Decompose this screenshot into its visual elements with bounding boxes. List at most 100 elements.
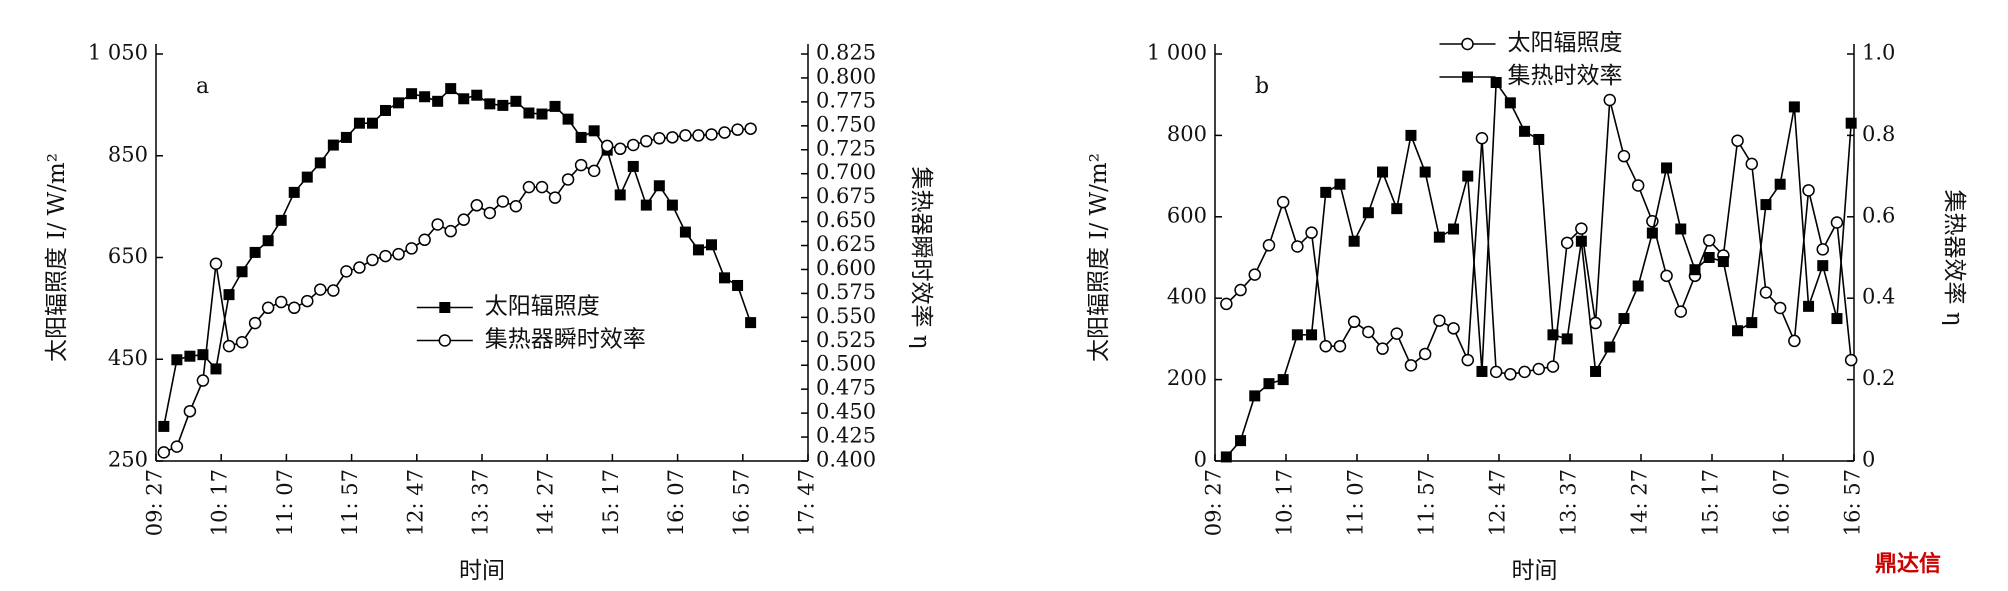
marker-square [1348,235,1360,247]
marker-square [1377,166,1389,178]
marker-square [288,186,300,198]
marker-circle [587,164,601,178]
marker-circle [1830,216,1844,229]
marker-square [458,93,470,105]
y2-tick-label: 0.525 [816,328,876,352]
marker-circle [1603,93,1617,107]
marker-circle [483,206,497,220]
marker-square [1235,435,1247,447]
legend-label: 太阳辐照度 [1508,30,1623,56]
y2-tick-label: 0.700 [816,160,876,184]
marker-square [158,420,170,432]
marker-square [1632,280,1644,292]
marker-circle [431,218,444,231]
marker-circle [261,301,275,315]
marker-circle [653,132,666,145]
marker-circle [1362,325,1375,339]
marker-square [445,83,457,95]
y-axis-title: 太阳辐照度 I/ W/m² [44,153,70,362]
marker-square [1419,166,1431,178]
marker-square [393,97,405,109]
marker-circle [496,195,510,208]
marker-circle [692,129,705,142]
marker-square [184,350,196,362]
marker-circle [640,134,653,148]
marker-square [210,363,222,375]
marker-circle [274,295,288,309]
marker-square [1504,97,1516,109]
marker-square [549,100,561,112]
marker-circle [666,131,679,144]
y-tick-label: 1 000 [1147,41,1207,65]
marker-square [1717,256,1729,268]
y2-tick-label: 0.825 [816,41,876,65]
y2-tick-label: 0.550 [816,304,876,328]
marker-circle [1702,234,1716,247]
x-tick-label: 13: 37 [469,469,493,536]
marker-square [523,107,535,119]
marker-square [484,98,496,110]
marker-square [353,117,365,129]
y2-tick-label: 0.400 [816,448,876,472]
marker-circle [170,440,184,453]
marker-circle [183,404,197,418]
marker-square [732,279,744,291]
marker-circle [444,224,457,238]
y2-tick-label: 0.2 [1862,366,1895,390]
marker-square [1334,178,1346,190]
marker-square [1462,170,1474,182]
marker-circle [548,191,562,204]
y2-tick-label: 0.775 [816,88,876,112]
marker-circle [1844,353,1858,367]
marker-circle [1276,195,1290,209]
x-tick-label: 12: 47 [403,469,427,536]
marker-square [614,189,626,201]
marker-circle [1461,353,1475,367]
y2-tick-label: 0.750 [816,112,876,136]
legend-marker [1461,37,1474,51]
x-tick-label: 14: 27 [534,469,558,536]
marker-square [366,117,378,129]
marker-square [706,239,718,251]
marker-square [223,289,235,301]
marker-circle [366,253,379,267]
y2-tick-label: 0.425 [816,424,876,448]
marker-square [301,171,313,183]
marker-square [419,91,431,103]
y-tick-label: 650 [108,244,148,268]
marker-square [510,95,522,107]
marker-circle [379,249,392,263]
marker-square [1590,365,1602,377]
x-tick-label: 16: 57 [729,469,753,536]
marker-square [627,160,639,172]
legend-label: 集热时效率 [1508,63,1623,89]
marker-square [497,99,509,111]
marker-square [471,89,483,101]
marker-circle [209,257,223,270]
marker-circle [1532,362,1546,376]
marker-circle [235,336,249,349]
marker-circle [1262,239,1276,252]
marker-circle [561,173,575,186]
y2-tick-label: 0.725 [816,136,876,160]
x-tick-label: 15: 17 [599,469,623,536]
y-tick-label: 600 [1167,203,1207,227]
y-axis-title: 太阳辐照度 I/ W/m² [1086,153,1112,362]
marker-square [1433,231,1445,243]
marker-circle [1660,269,1673,283]
marker-square [588,125,600,137]
marker-circle [1560,236,1574,250]
x-tick-label: 10: 17 [208,469,232,536]
marker-circle [1731,134,1744,147]
y-tick-label: 800 [1167,122,1207,146]
marker-circle [1816,243,1830,256]
marker-square [275,214,287,226]
y2-tick-label: 0.475 [816,376,876,400]
marker-square [380,104,392,116]
marker-square [406,88,418,100]
y-tick-label: 0 [1194,448,1207,472]
marker-circle [353,261,366,274]
x-tick-label: 09: 27 [143,469,167,536]
marker-square [562,113,574,125]
marker-circle [1489,365,1503,379]
